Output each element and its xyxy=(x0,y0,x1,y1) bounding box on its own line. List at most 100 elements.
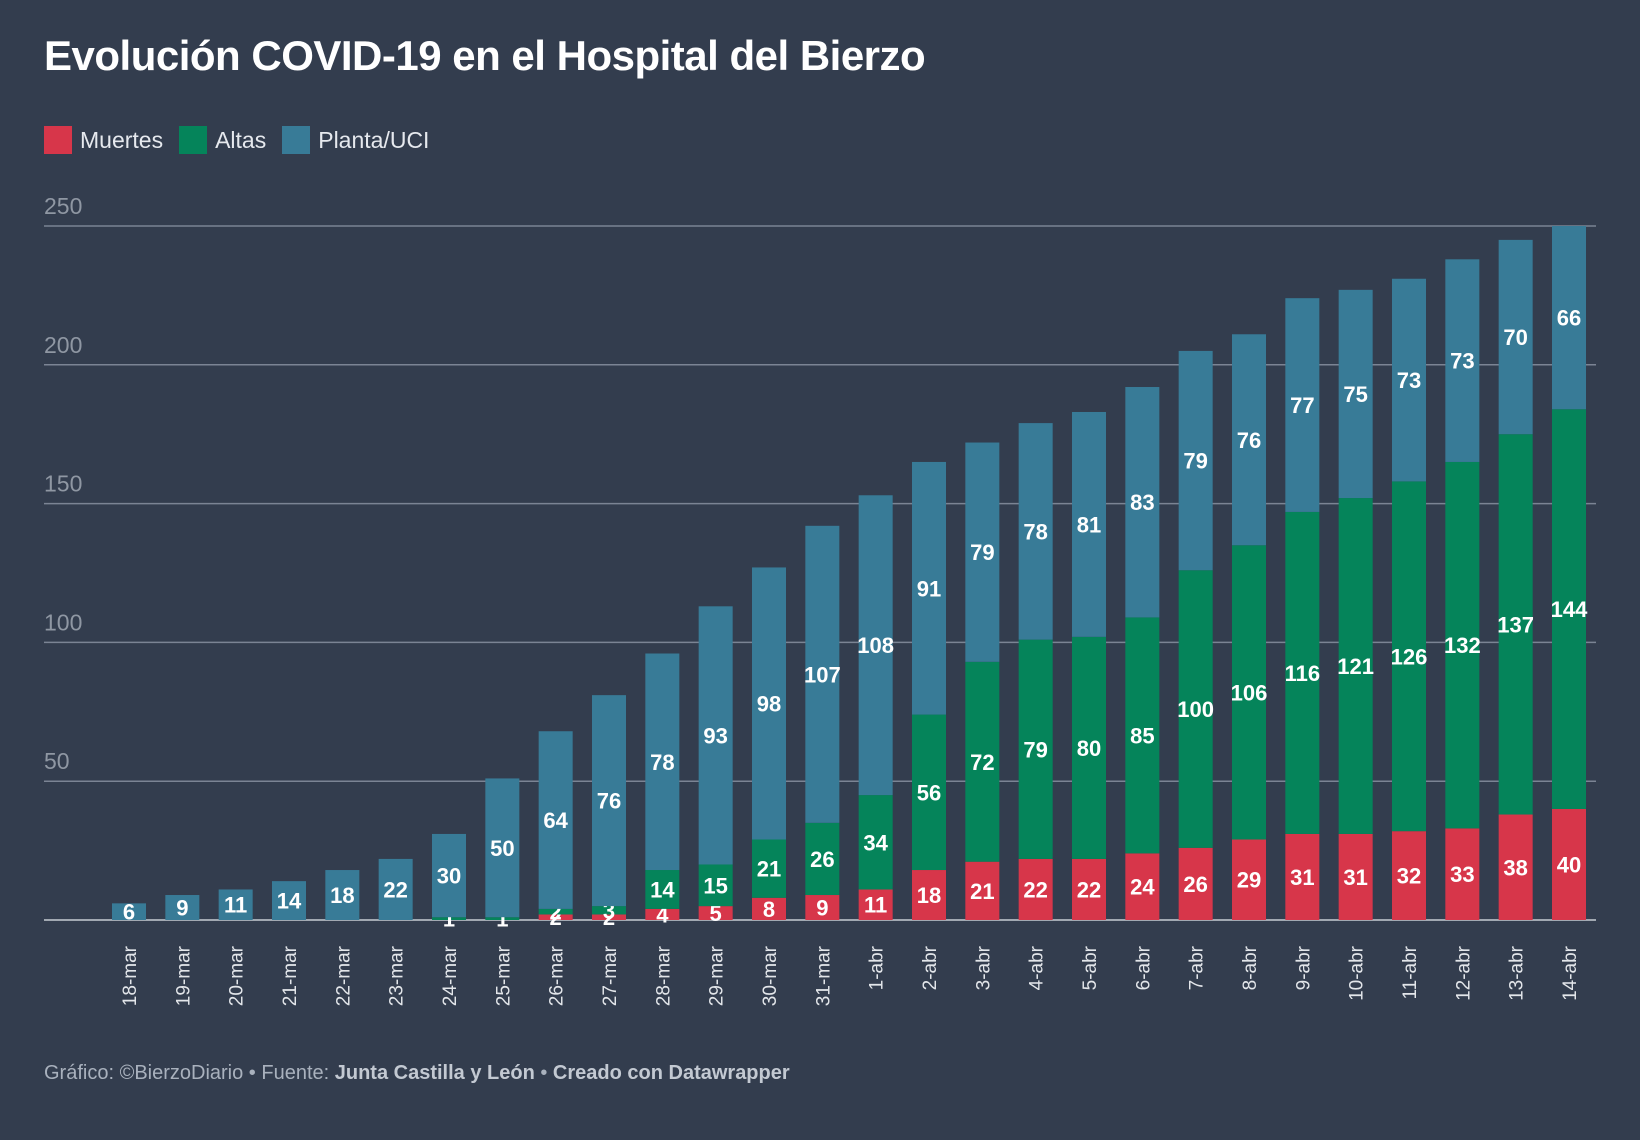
y-tick-label: 150 xyxy=(44,471,82,497)
bar-altas xyxy=(752,839,786,898)
data-label: 26 xyxy=(1183,872,1207,897)
x-tick-label: 1-abr xyxy=(867,945,888,990)
bar-muertes xyxy=(805,895,840,920)
footer-credit[interactable]: Creado con Datawrapper xyxy=(552,1062,790,1084)
footer-source[interactable]: Junta Castilla y León xyxy=(334,1062,535,1084)
legend-label: Planta/UCI xyxy=(318,126,430,153)
x-tick-label: 6-abr xyxy=(1133,945,1154,990)
bar-planta-uci xyxy=(1018,423,1053,640)
footer-separator: • xyxy=(534,1062,553,1084)
data-label: 56 xyxy=(917,780,941,805)
data-label: 75 xyxy=(1343,382,1367,407)
legend-swatch xyxy=(282,126,311,154)
data-label: 76 xyxy=(597,789,621,814)
x-tick-label: 4-abr xyxy=(1027,945,1048,990)
data-label: 73 xyxy=(1397,368,1421,393)
data-label: 91 xyxy=(917,576,941,601)
bar-altas xyxy=(1285,511,1320,834)
x-tick-label: 5-abr xyxy=(1080,945,1101,990)
bar-muertes xyxy=(645,908,680,920)
x-tick-label: 10-abr xyxy=(1347,945,1368,1001)
x-tick-label: 14-abr xyxy=(1560,945,1581,1001)
bar-planta-uci xyxy=(432,833,466,918)
bar-altas xyxy=(1232,545,1266,840)
bar-planta-uci xyxy=(965,442,1000,662)
y-tick-label: 250 xyxy=(44,193,82,219)
bar-planta-uci xyxy=(912,461,946,715)
data-label: 26 xyxy=(810,847,834,872)
legend-label: Muertes xyxy=(80,126,164,153)
data-label: 66 xyxy=(1557,306,1581,331)
bar-planta-uci xyxy=(858,495,893,796)
legend-item-planta-uci: Planta/UCI xyxy=(282,126,429,154)
data-label: 38 xyxy=(1503,855,1527,880)
data-label: 22 xyxy=(1077,877,1101,902)
bar-altas xyxy=(1552,409,1586,809)
bar-planta-uci xyxy=(645,653,680,871)
x-tick-label: 2-abr xyxy=(920,945,941,990)
stacked-bar-chart: 50 100 150 200 250 6 18-mar 9 19-mar 11 20-mar 14 21… xyxy=(44,193,1596,1006)
data-label: 32 xyxy=(1397,864,1421,889)
data-label: 11 xyxy=(864,893,887,918)
x-tick-label: 9-abr xyxy=(1293,945,1314,990)
data-label: 137 xyxy=(1497,612,1534,637)
data-label: 77 xyxy=(1290,393,1314,418)
bar-muertes xyxy=(538,914,573,920)
bar-altas xyxy=(805,822,840,896)
data-label: 64 xyxy=(543,808,568,833)
data-label: 79 xyxy=(1023,737,1047,762)
x-tick-label: 24-mar xyxy=(440,945,461,1006)
data-label: 81 xyxy=(1077,512,1101,537)
footer-prefix: Gráfico: ©BierzoDiario • Fuente: xyxy=(44,1062,335,1084)
x-tick-label: 13-abr xyxy=(1507,945,1528,1001)
bar-muertes xyxy=(1445,828,1480,920)
x-tick-label: 29-mar xyxy=(707,945,728,1006)
bar-altas xyxy=(912,714,946,871)
bar-planta-uci xyxy=(218,889,253,920)
x-tick-label: 20-mar xyxy=(227,945,248,1006)
bar-muertes xyxy=(1552,808,1586,920)
data-label: 30 xyxy=(437,864,461,889)
data-label: 8 xyxy=(763,897,775,922)
bar-muertes xyxy=(1018,858,1053,920)
data-label: 9 xyxy=(176,896,188,921)
data-label: 15 xyxy=(703,873,727,898)
data-label: 93 xyxy=(703,723,727,748)
legend-item-altas: Altas xyxy=(179,126,266,154)
bar-muertes xyxy=(592,914,626,920)
data-label: 14 xyxy=(277,889,302,914)
bar-altas xyxy=(858,795,893,890)
bar-muertes xyxy=(698,906,733,920)
bar-planta-uci xyxy=(378,858,413,920)
x-tick-label: 7-abr xyxy=(1187,945,1208,990)
data-label: 29 xyxy=(1237,868,1261,893)
x-tick-label: 18-mar xyxy=(120,945,141,1006)
bar-muertes xyxy=(1338,833,1373,920)
data-label: 50 xyxy=(490,836,514,861)
footer: Gráfico: ©BierzoDiario • Fuente: Junta C… xyxy=(44,1062,790,1085)
data-label: 22 xyxy=(1023,877,1047,902)
bar-planta-uci xyxy=(698,606,733,865)
data-label: 31 xyxy=(1343,865,1367,890)
data-label: 33 xyxy=(1450,862,1474,887)
x-tick-label: 23-mar xyxy=(387,945,408,1006)
legend-swatch xyxy=(179,126,208,154)
data-label: 116 xyxy=(1285,661,1321,686)
data-label: 9 xyxy=(816,896,828,921)
bar-altas xyxy=(1445,461,1480,829)
bar-planta-uci xyxy=(112,903,146,920)
bar-altas xyxy=(645,870,680,909)
bar-planta-uci xyxy=(1338,289,1373,499)
x-tick-label: 31-mar xyxy=(813,945,834,1006)
bar-altas xyxy=(1178,570,1213,848)
bar-planta-uci xyxy=(538,731,573,909)
bar-altas xyxy=(1498,434,1533,815)
data-label: 21 xyxy=(757,857,781,882)
legend-label: Altas xyxy=(215,126,267,153)
data-label: 11 xyxy=(224,893,247,918)
x-tick-label: 11-abr xyxy=(1400,945,1421,999)
bar-muertes xyxy=(1232,839,1266,920)
bar-altas xyxy=(1392,481,1426,832)
data-label: 6 xyxy=(123,900,135,925)
data-label: 78 xyxy=(1023,519,1047,544)
